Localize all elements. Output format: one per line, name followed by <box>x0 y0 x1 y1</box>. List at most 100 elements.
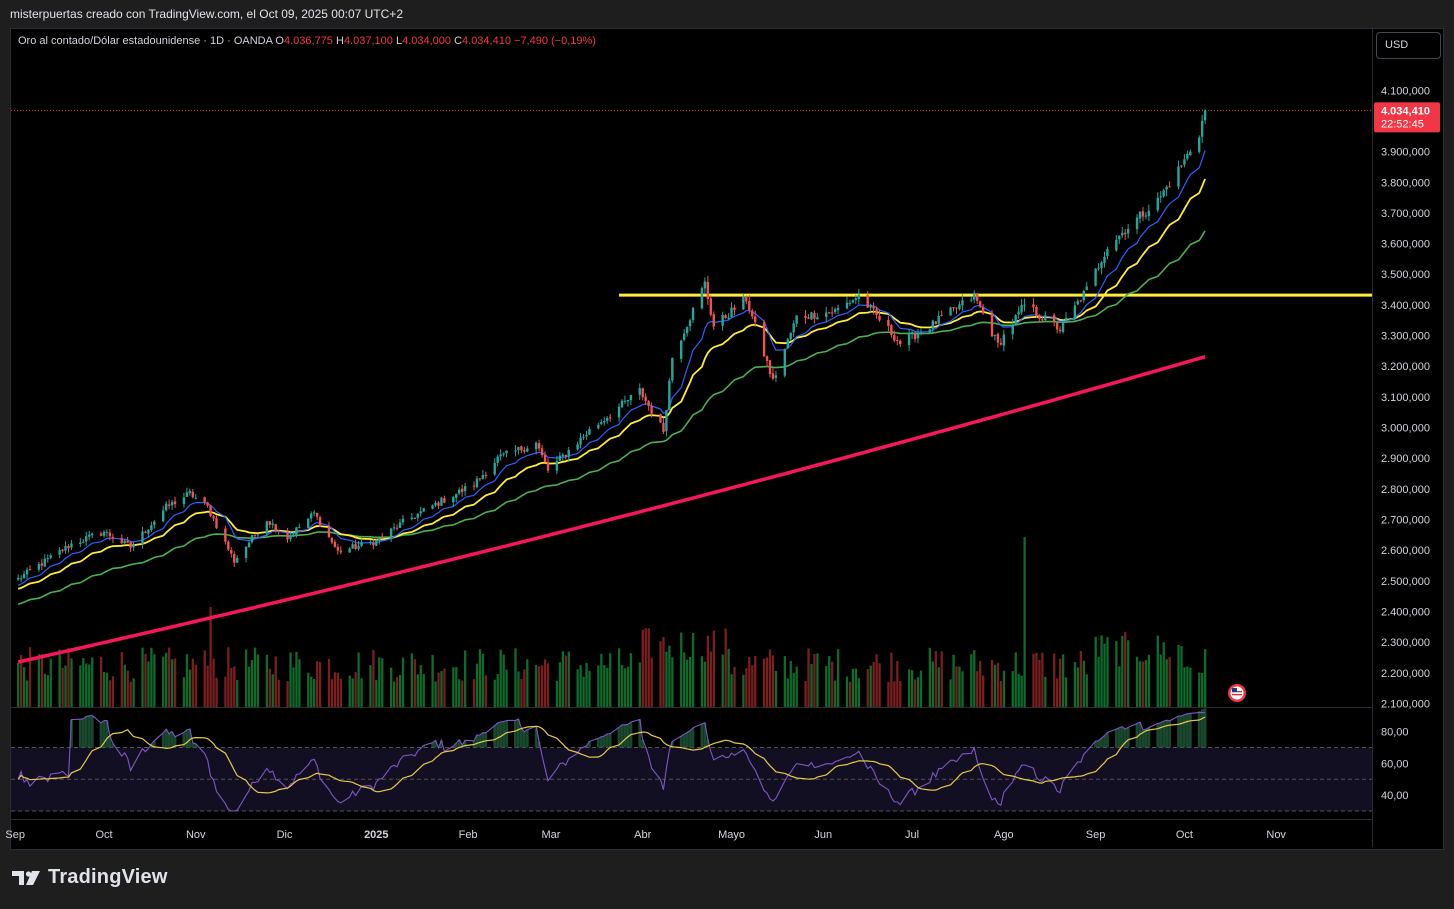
candle-body <box>1177 166 1180 187</box>
volume-bar <box>318 662 322 707</box>
candle-body <box>1082 290 1085 301</box>
candle-body <box>588 429 591 435</box>
price-axis-label: 4.100,000 <box>1381 85 1430 97</box>
candle-body <box>567 449 570 458</box>
candle-body <box>289 535 292 540</box>
volume-bar <box>1076 667 1080 707</box>
volume-bar <box>1180 646 1183 707</box>
volume-bar <box>277 679 280 707</box>
candle-body <box>102 531 106 536</box>
volume-bar <box>949 679 952 707</box>
volume-bar <box>848 681 852 707</box>
volume-bar <box>206 665 209 707</box>
candle-body <box>999 342 1003 345</box>
volume-bar <box>875 654 878 707</box>
volume-bar <box>691 632 695 707</box>
volume-bar <box>419 665 422 707</box>
candle-body <box>629 394 633 401</box>
volume-bar <box>502 654 505 707</box>
volume-bar <box>688 657 692 707</box>
candle-body <box>783 349 786 376</box>
candle-body <box>1159 196 1162 198</box>
price-axis-label: 3.500,000 <box>1381 269 1430 281</box>
price-axis-label: 2.900,000 <box>1381 453 1430 465</box>
brand-logo[interactable]: TradingView <box>12 866 168 889</box>
candle-body <box>836 307 840 311</box>
volume-bar <box>1056 678 1059 707</box>
volume-bar <box>831 661 834 707</box>
volume-bar <box>896 661 899 707</box>
volume-bar <box>555 680 559 707</box>
volume-bar <box>910 670 914 707</box>
candle-body <box>455 493 458 498</box>
volume-bar <box>857 678 860 707</box>
candle-body <box>623 400 627 402</box>
candle-body <box>233 554 236 563</box>
volume-bar <box>1127 640 1130 707</box>
candle-body <box>688 320 692 327</box>
volume-bar <box>641 629 644 707</box>
volume-bar <box>398 675 402 707</box>
candle-body <box>845 302 849 309</box>
time-axis-label: Oct <box>95 829 112 841</box>
candle-body <box>1011 324 1014 335</box>
candle-body <box>680 340 683 359</box>
moving-averages <box>17 150 1206 664</box>
volume-bar <box>165 652 168 707</box>
volume-bar <box>298 659 301 707</box>
candle-body <box>191 491 194 498</box>
volume-bar <box>46 675 49 707</box>
volume-bar <box>845 676 849 707</box>
candle-body <box>108 532 112 537</box>
volume-bar <box>212 658 215 707</box>
candle-body <box>928 329 932 334</box>
candle-body <box>37 564 41 570</box>
candle-body <box>1186 153 1189 159</box>
candle-body <box>141 531 144 545</box>
candle-body <box>256 534 260 536</box>
volume-bar <box>771 655 775 707</box>
candle-body <box>919 332 923 335</box>
candle-body <box>931 320 934 329</box>
legend-bar: Oro al contado/Dólar estadounidense · 1D… <box>18 35 596 47</box>
candle-body <box>1165 186 1168 190</box>
candle-body <box>555 460 559 471</box>
symbol-name[interactable]: Oro al contado/Dólar estadounidense · 1D… <box>18 35 273 47</box>
volume-bar <box>1186 666 1189 707</box>
candle-body <box>378 537 381 541</box>
candle-body <box>1144 215 1148 217</box>
volume-bar <box>79 665 82 707</box>
candle-body <box>312 512 316 514</box>
candle-body <box>298 527 301 529</box>
candle-body <box>833 309 837 313</box>
volume-bar <box>709 651 712 707</box>
volume-bar <box>230 667 233 707</box>
currency-button[interactable]: USD <box>1376 32 1441 59</box>
volume-bar <box>626 666 630 707</box>
candle-body <box>1103 256 1106 264</box>
candle-body <box>668 380 671 411</box>
volume-bar <box>141 647 144 707</box>
volume-bar <box>392 681 396 707</box>
volume-bar <box>1168 657 1171 707</box>
us-flag-canton <box>1232 688 1237 692</box>
candle-body <box>970 299 973 301</box>
candle-body <box>893 335 896 341</box>
volume-bar <box>931 661 934 707</box>
volume-bar <box>792 672 795 707</box>
volume-bar <box>878 663 881 707</box>
candle-body <box>1076 300 1080 305</box>
volume-bar <box>49 658 52 707</box>
volume-bar <box>265 654 268 707</box>
volume-bar <box>422 673 425 707</box>
time-axis-label: Mayo <box>718 829 745 841</box>
candle-body <box>795 315 798 324</box>
volume-bar <box>1141 661 1145 707</box>
volume-bar <box>712 630 715 707</box>
volume-bar <box>1177 644 1180 707</box>
open-label: O <box>275 35 284 47</box>
volume-bar <box>1115 641 1118 707</box>
candle-body <box>866 295 869 308</box>
volume-bar <box>348 675 351 707</box>
